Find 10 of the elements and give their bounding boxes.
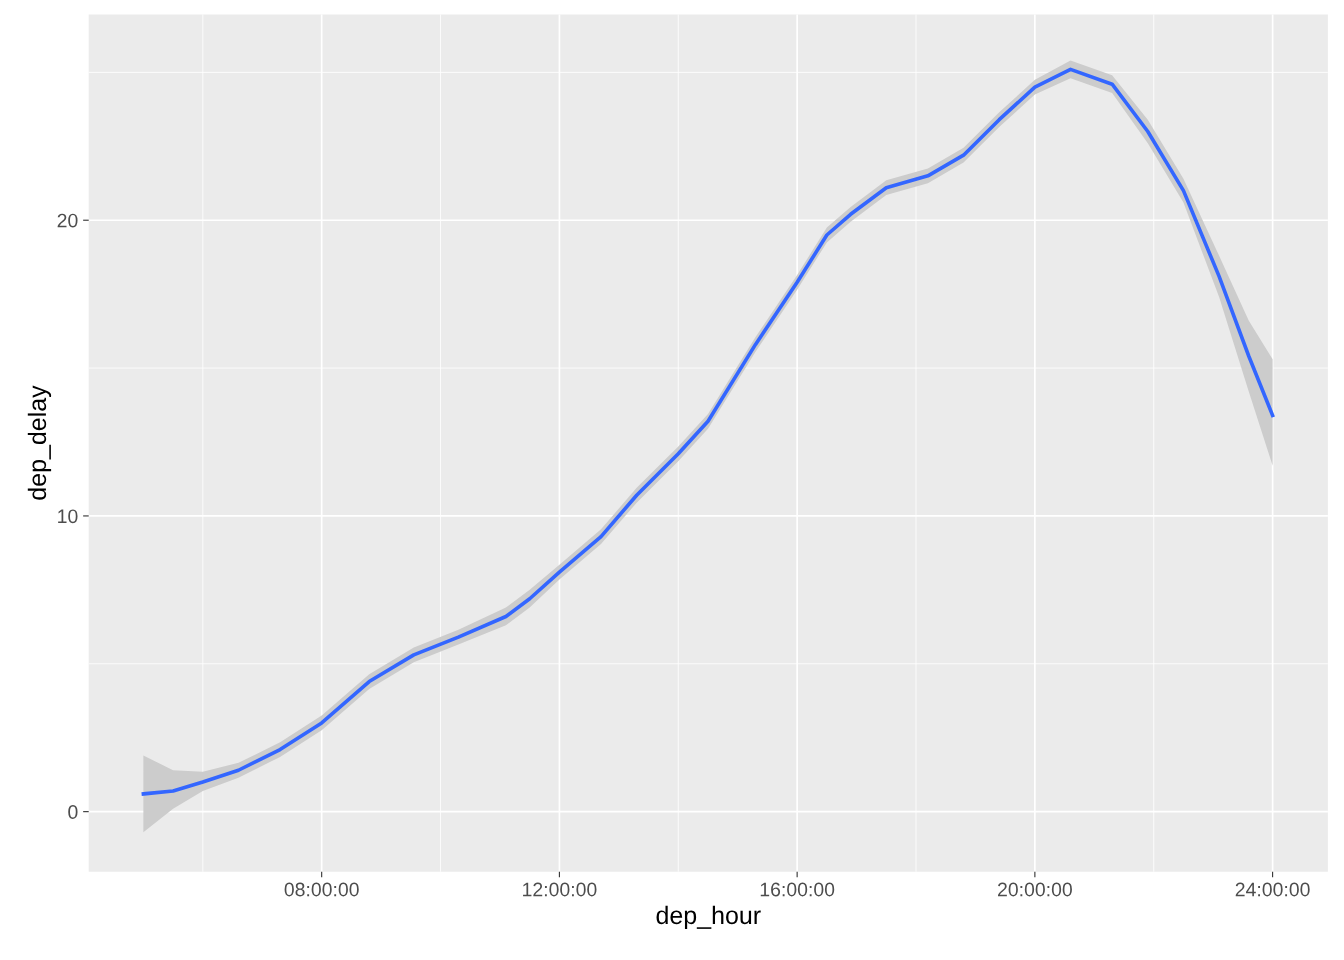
x-tick-label: 24:00:00 bbox=[1235, 882, 1310, 897]
y-tick-label: 20 bbox=[57, 213, 78, 228]
x-tick-label: 16:00:00 bbox=[760, 882, 835, 897]
x-tick-label: 08:00:00 bbox=[284, 882, 359, 897]
x-axis-title: dep_hour bbox=[656, 905, 761, 930]
x-tick-label: 12:00:00 bbox=[523, 882, 597, 897]
y-axis-title: dep_delay bbox=[27, 385, 52, 500]
y-tick-label: 10 bbox=[58, 509, 78, 524]
y-tick-label: 0 bbox=[68, 805, 78, 819]
x-tick-label: 20:00:00 bbox=[998, 882, 1072, 897]
